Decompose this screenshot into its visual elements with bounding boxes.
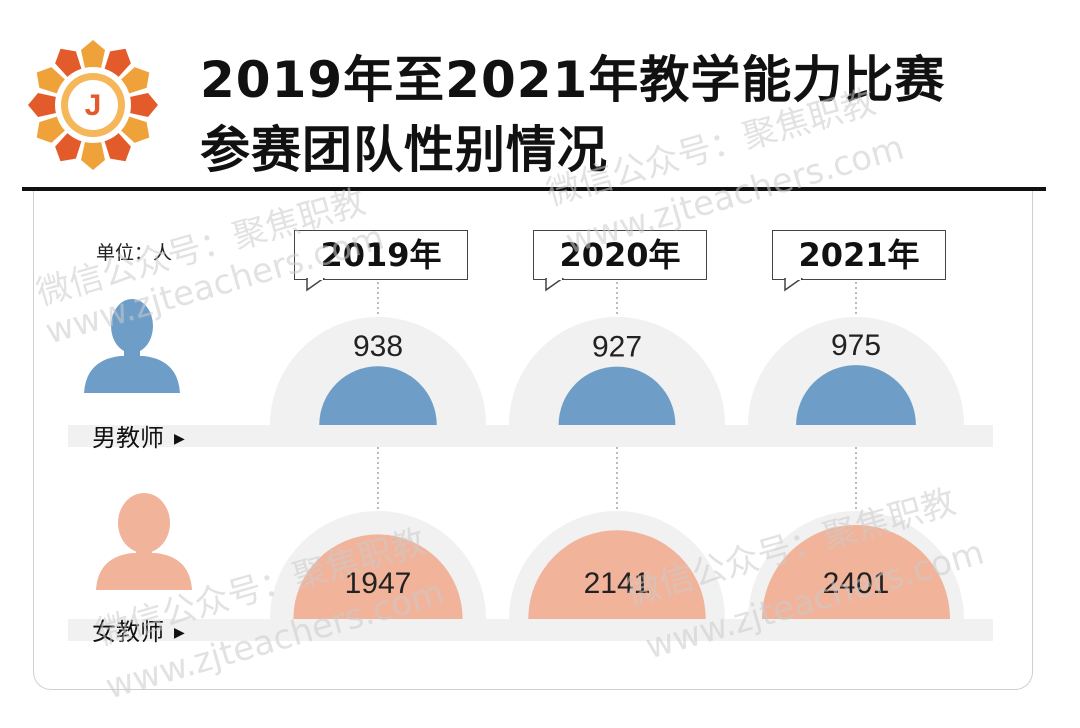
chart-frame: [33, 191, 1033, 690]
bar-male: [558, 366, 676, 425]
triangle-right-icon: ▶: [174, 625, 185, 641]
row-strip: [68, 619, 993, 641]
data-label: 927: [592, 331, 642, 364]
bar-female: [528, 530, 706, 619]
logo-inner: [68, 80, 118, 130]
year-label: 2021年: [772, 230, 946, 280]
bar-male: [319, 366, 437, 425]
year-label-tail: [306, 278, 326, 292]
logo-letter: J: [85, 89, 102, 122]
legend-male: 男教师 ▶: [92, 424, 185, 452]
logo: J: [28, 40, 158, 170]
bar-male: [796, 365, 916, 425]
page-title: 2019年至2021年教学能力比赛: [200, 51, 946, 109]
year-label: 2020年: [533, 230, 707, 280]
row-strip: [68, 425, 993, 447]
year-label: 2019年: [294, 230, 468, 280]
data-label: 975: [831, 329, 881, 362]
unit-label: 单位：人: [96, 242, 173, 264]
data-label: 2141: [584, 567, 651, 600]
page-subtitle: 参赛团队性别情况: [200, 121, 608, 179]
year-label-tail: [784, 278, 804, 292]
legend-female: 女教师 ▶: [92, 618, 185, 646]
bar-female: [762, 525, 950, 619]
data-label: 938: [353, 330, 403, 363]
female-teacher-icon: [96, 493, 192, 590]
title-divider: [22, 187, 1046, 191]
year-label-tail: [545, 278, 565, 292]
data-label: 2401: [823, 567, 890, 600]
bar-female: [293, 534, 463, 619]
data-label: 1947: [345, 567, 412, 600]
male-teacher-icon: [84, 299, 180, 393]
triangle-right-icon: ▶: [174, 431, 185, 447]
